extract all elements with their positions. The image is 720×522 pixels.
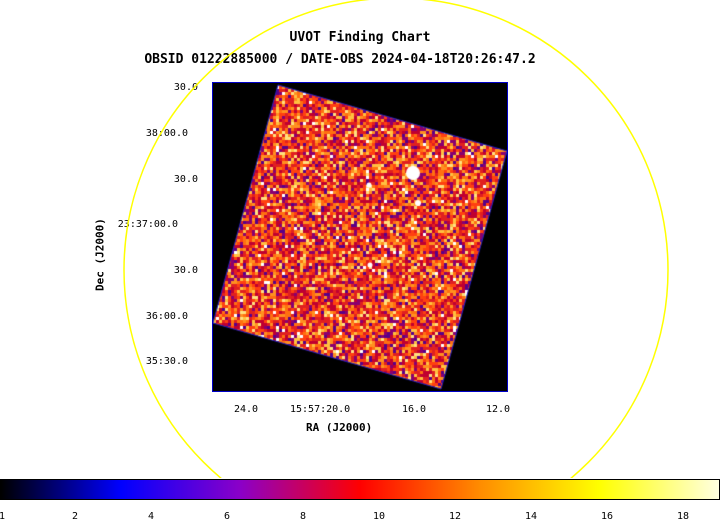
colorbar-tick-label: 12 bbox=[449, 511, 462, 522]
y-tick-label: 36:00.0 bbox=[145, 311, 188, 322]
y-tick-label: 30.0 bbox=[173, 174, 198, 185]
colorbar-tick-label: 4 bbox=[148, 511, 155, 522]
colorbar-tick-label: 18 bbox=[677, 511, 690, 522]
region-circle bbox=[123, 0, 669, 478]
colorbar bbox=[0, 479, 720, 500]
colorbar-tick-label: 14 bbox=[525, 511, 538, 522]
x-tick-label: 24.0 bbox=[234, 404, 259, 415]
colorbar-gradient bbox=[1, 480, 719, 499]
chart-title: UVOT Finding Chart bbox=[289, 30, 431, 45]
x-tick-label: 12.0 bbox=[486, 404, 511, 415]
colorbar-tick-label: 16 bbox=[601, 511, 614, 522]
x-tick-label: 16.0 bbox=[402, 404, 427, 415]
colorbar-tick-label: 8 bbox=[300, 511, 307, 522]
y-tick-label: 35:30.0 bbox=[145, 356, 188, 367]
y-tick-label: 23:37:00.0 bbox=[117, 219, 178, 230]
sky-image bbox=[213, 83, 507, 391]
x-tick-label: 15:57:20.0 bbox=[290, 404, 351, 415]
colorbar-tick-label: 6 bbox=[224, 511, 231, 522]
chart-subtitle: OBSID 01222885000 / DATE-OBS 2024-04-18T… bbox=[144, 52, 536, 67]
x-axis-title: RA (J2000) bbox=[306, 421, 373, 434]
colorbar-tick-label: 10 bbox=[373, 511, 386, 522]
colorbar-tick-label: 2 bbox=[72, 511, 79, 522]
image-frame bbox=[212, 82, 508, 392]
y-tick-label: 30.0 bbox=[173, 82, 198, 93]
y-tick-label: 38:00.0 bbox=[145, 128, 188, 139]
y-tick-label: 30.0 bbox=[173, 265, 198, 276]
colorbar-tick-label: 1 bbox=[0, 511, 6, 522]
